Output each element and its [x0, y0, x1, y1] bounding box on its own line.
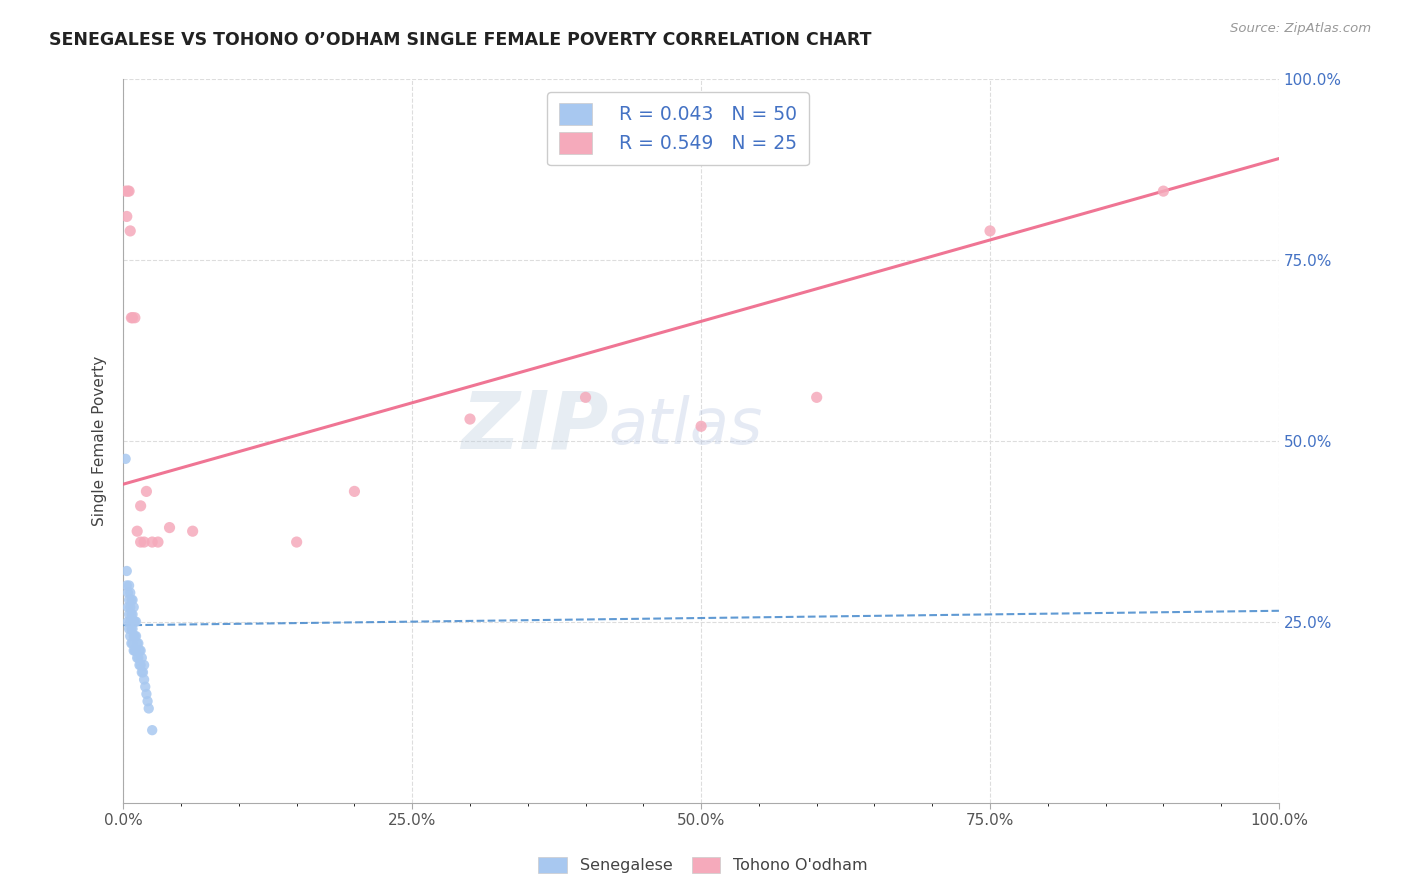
Point [122, 600, 145, 615]
Point [458, 412, 481, 426]
Point [124, 615, 146, 629]
Point [120, 600, 142, 615]
Point [141, 535, 163, 549]
Point [118, 593, 141, 607]
Point [124, 310, 146, 325]
Point [121, 622, 143, 636]
Point [125, 643, 148, 657]
Point [120, 224, 142, 238]
Point [121, 310, 143, 325]
Point [129, 499, 152, 513]
Point [132, 665, 155, 680]
Text: ZIP: ZIP [461, 387, 609, 466]
Point [120, 622, 142, 636]
Point [117, 585, 139, 599]
Point [118, 184, 141, 198]
Text: Source: ZipAtlas.com: Source: ZipAtlas.com [1230, 22, 1371, 36]
Point [131, 665, 153, 680]
Point [125, 615, 148, 629]
Point [135, 484, 157, 499]
Point [120, 607, 142, 622]
Point [132, 673, 155, 687]
Point [574, 390, 596, 404]
Point [806, 390, 828, 404]
Point [135, 687, 157, 701]
Point [120, 585, 142, 599]
Legend:   R = 0.043   N = 50,   R = 0.549   N = 25: R = 0.043 N = 50, R = 0.549 N = 25 [547, 92, 808, 165]
Point [1152, 184, 1174, 198]
Point [120, 310, 142, 325]
Point [127, 636, 149, 650]
Point [125, 629, 148, 643]
Point [120, 629, 142, 643]
Point [128, 643, 150, 657]
Point [120, 593, 142, 607]
Point [124, 643, 146, 657]
Point [120, 615, 142, 629]
Point [138, 701, 160, 715]
Point [285, 535, 308, 549]
Point [128, 658, 150, 673]
Point [129, 658, 152, 673]
Point [122, 615, 145, 629]
Point [136, 694, 159, 708]
Point [122, 643, 145, 657]
Point [115, 564, 138, 578]
Point [114, 184, 136, 198]
Text: atlas: atlas [609, 395, 763, 458]
Point [121, 636, 143, 650]
Point [117, 184, 139, 198]
Point [127, 636, 149, 650]
Point [146, 535, 169, 549]
Point [115, 578, 138, 592]
Point [124, 629, 146, 643]
Point [117, 600, 139, 615]
Point [121, 607, 143, 622]
Point [118, 622, 141, 636]
Point [134, 680, 156, 694]
Point [129, 643, 152, 657]
Point [132, 658, 155, 673]
Point [979, 224, 1001, 238]
Point [690, 419, 713, 434]
Point [118, 578, 141, 592]
Point [127, 524, 149, 539]
Point [131, 650, 153, 665]
Point [343, 484, 366, 499]
Point [117, 615, 139, 629]
Point [115, 210, 138, 224]
Point [141, 723, 163, 738]
Point [118, 607, 141, 622]
Legend: Senegalese, Tohono O'odham: Senegalese, Tohono O'odham [531, 850, 875, 880]
Point [159, 520, 181, 534]
Point [127, 650, 149, 665]
Point [181, 524, 204, 539]
Point [114, 451, 136, 466]
Point [120, 636, 142, 650]
Point [132, 535, 155, 549]
Point [129, 535, 152, 549]
Text: SENEGALESE VS TOHONO O’ODHAM SINGLE FEMALE POVERTY CORRELATION CHART: SENEGALESE VS TOHONO O’ODHAM SINGLE FEMA… [49, 31, 872, 49]
Point [122, 629, 145, 643]
Point [127, 650, 149, 665]
Y-axis label: Single Female Poverty: Single Female Poverty [93, 356, 107, 526]
Point [121, 593, 143, 607]
